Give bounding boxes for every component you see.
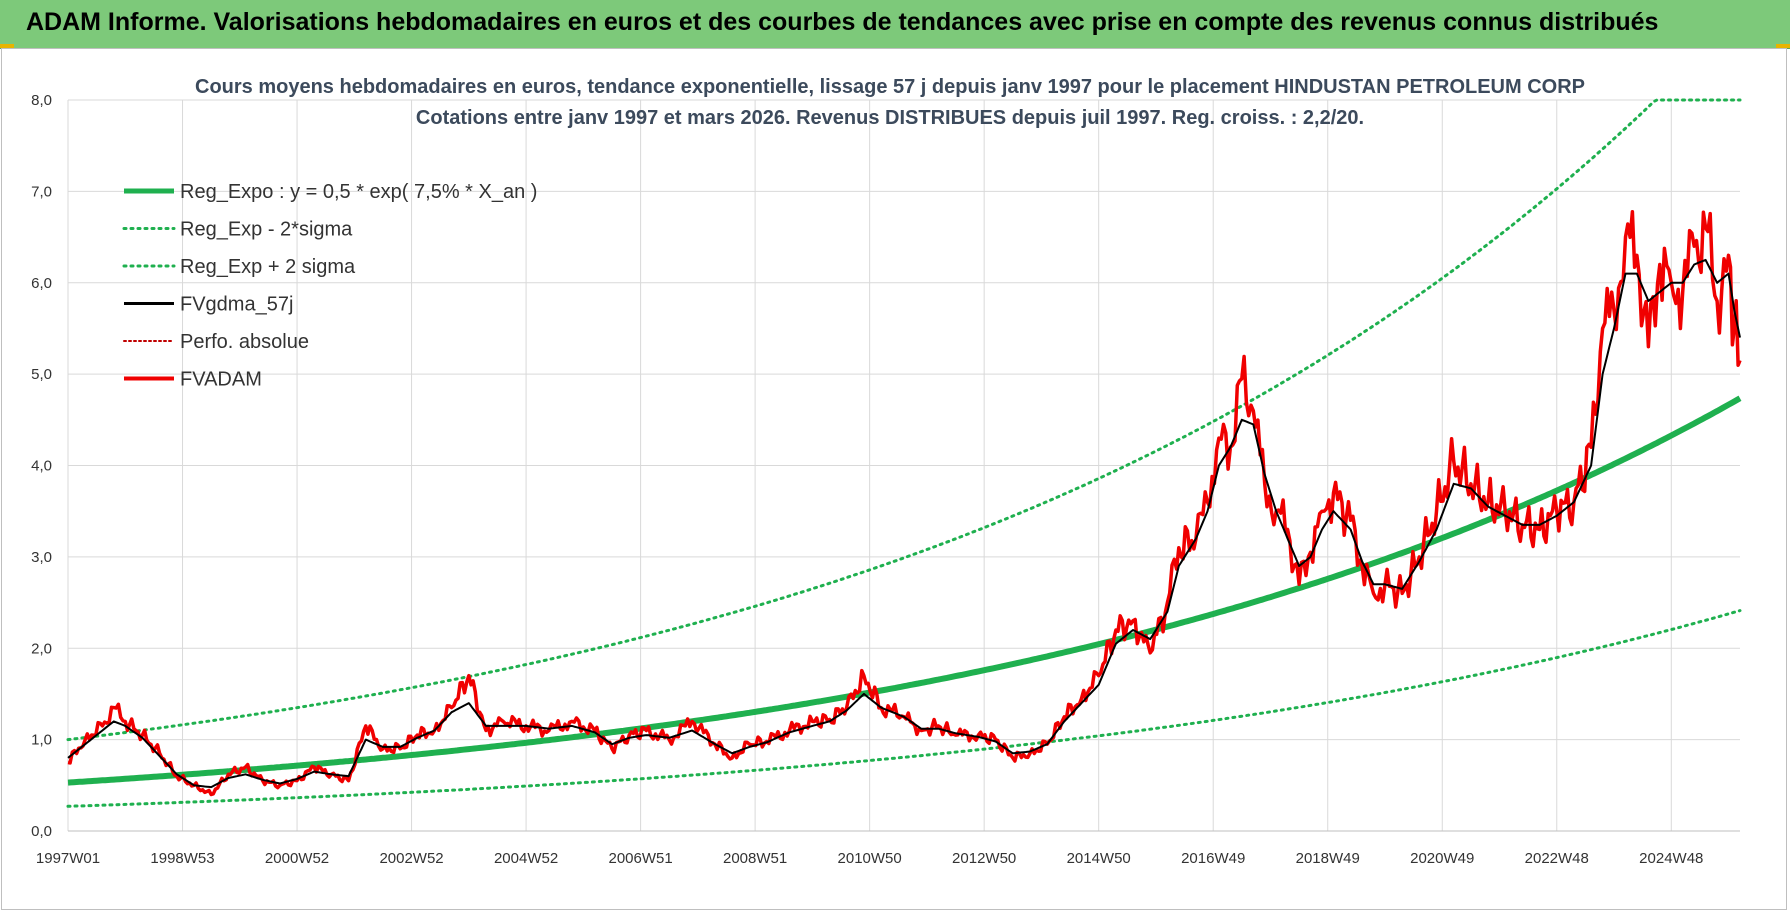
- x-tick-label: 2024W48: [1639, 850, 1703, 867]
- axis-ticks: 0,0 1,0 2,0 3,0 4,0 5,0 6,0 7,0 8,0 1997W01 1998W5…: [31, 92, 1703, 867]
- x-tick-label: 2006W51: [608, 850, 672, 867]
- y-tick-label: 3,0: [31, 549, 52, 566]
- x-tick-label: 2014W50: [1067, 850, 1131, 867]
- corner-accent-right: [1776, 44, 1790, 48]
- chart-title-line1: Cours moyens hebdomadaires en euros, ten…: [195, 76, 1585, 98]
- series-reg-expo: [67, 395, 1742, 786]
- chart-title-line2: Cotations entre janv 1997 et mars 2026. …: [416, 107, 1364, 129]
- x-tick-label: 2018W49: [1296, 850, 1360, 867]
- x-tick-label: 2012W50: [952, 850, 1016, 867]
- legend-fvadam-label: FVADAM: [180, 369, 262, 391]
- y-tick-label: 2,0: [31, 640, 52, 657]
- y-tick-label: 8,0: [31, 92, 52, 109]
- legend-fvgdma-57j-label: FVgdma_57j: [180, 294, 293, 316]
- chart-frame: [1, 48, 1787, 910]
- y-tick-label: 0,0: [31, 823, 52, 840]
- x-tick-label: 1997W01: [36, 850, 100, 867]
- corner-accent-left: [0, 44, 14, 48]
- chart-legend: Reg_Expo : y = 0,5 * exp( 7,5% * X_an ) R…: [122, 181, 537, 391]
- chart-series: [66, 98, 1742, 808]
- chart-grid: [67, 99, 1740, 832]
- x-tick-label: 2010W50: [838, 850, 902, 867]
- x-tick-label: 2022W48: [1525, 850, 1589, 867]
- report-banner-title: ADAM Informe. Valorisations hebdomadaire…: [26, 8, 1659, 36]
- series-fvadam: [67, 210, 1742, 797]
- x-tick-label: 1998W53: [150, 850, 214, 867]
- y-tick-label: 1,0: [31, 732, 52, 749]
- report-banner: ADAM Informe. Valorisations hebdomadaire…: [0, 0, 1790, 49]
- y-tick-label: 7,0: [31, 183, 52, 200]
- legend-reg-exp-minus-2sigma-label: Reg_Exp - 2*sigma: [180, 219, 353, 241]
- y-tick-label: 5,0: [31, 366, 52, 383]
- legend-reg-exp-plus-2sigma-label: Reg_Exp + 2 sigma: [180, 256, 356, 278]
- x-tick-label: 2000W52: [265, 850, 329, 867]
- x-tick-label: 2020W49: [1410, 850, 1474, 867]
- y-tick-label: 6,0: [31, 275, 52, 292]
- legend-reg-expo-label: Reg_Expo : y = 0,5 * exp( 7,5% * X_an ): [180, 181, 537, 203]
- x-tick-label: 2008W51: [723, 850, 787, 867]
- x-tick-label: 2004W52: [494, 850, 558, 867]
- series-reg-exp-minus-2sigma: [66, 609, 1742, 808]
- x-tick-label: 2016W49: [1181, 850, 1245, 867]
- y-tick-label: 4,0: [31, 458, 52, 475]
- series-reg-exp-plus-2sigma: [66, 98, 1742, 742]
- legend-perfo-absolue-label: Perfo. absolue: [180, 331, 309, 353]
- x-tick-label: 2002W52: [379, 850, 443, 867]
- series-fvgdma-57j: [67, 258, 1741, 789]
